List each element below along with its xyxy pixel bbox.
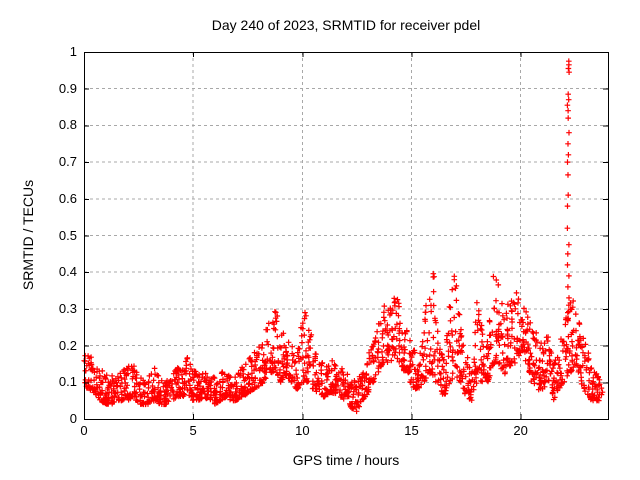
grid-lines	[84, 52, 608, 419]
y-tick-label: 0.1	[58, 374, 77, 390]
x-tick-label: 5	[189, 423, 197, 438]
x-tick-label: 10	[295, 423, 310, 438]
chart-title: Day 240 of 2023, SRMTID for receiver pde…	[211, 17, 481, 33]
x-tick-label: 0	[80, 423, 88, 438]
tick-marks	[84, 52, 608, 420]
y-tick-label: 0.6	[58, 190, 77, 206]
y-tick-label: 0.3	[58, 300, 77, 316]
y-tick-label: 0.9	[58, 80, 77, 96]
x-axis-title: GPS time / hours	[292, 452, 400, 468]
x-tick-label: 15	[404, 423, 419, 438]
y-tick-label: 0.5	[58, 227, 77, 243]
y-tick-label: 0.2	[58, 337, 77, 353]
y-tick-label: 0	[69, 411, 77, 426]
y-tick-label: 1	[69, 44, 77, 59]
y-tick-label: 0.4	[58, 264, 77, 280]
y-tick-label: 0.7	[58, 154, 77, 170]
x-tick-label: 20	[513, 423, 528, 438]
y-tick-label: 0.8	[58, 117, 77, 133]
data-points	[81, 58, 606, 415]
